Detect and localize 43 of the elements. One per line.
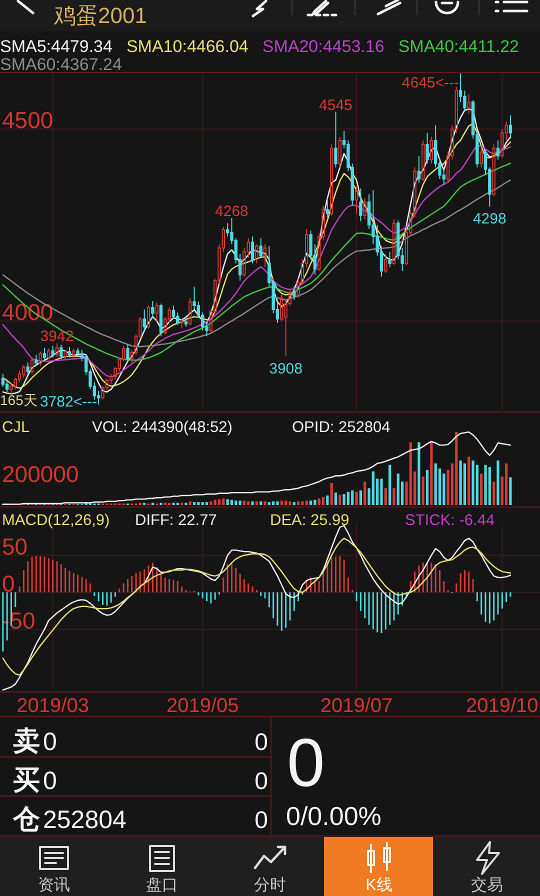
- text: 交易: [471, 876, 503, 894]
- series-label: DIFF: 22.77: [135, 512, 217, 529]
- annotation: 4298: [472, 210, 506, 228]
- text: 0/0.00%: [286, 801, 382, 831]
- annotation: 3908: [269, 360, 302, 378]
- series-label: DEA: 25.99: [270, 512, 350, 529]
- x-tick-label: 2019/10: [466, 695, 538, 717]
- text: 盘口: [146, 877, 178, 894]
- x-tick-label: 2019/07: [320, 695, 393, 717]
- text: 0: [287, 725, 325, 801]
- annotation: STICK: -6.44: [405, 512, 495, 529]
- text: 买: [13, 765, 40, 795]
- x-tick-label: 2019/05: [166, 695, 239, 717]
- x-tick-label: 2019/03: [16, 695, 89, 717]
- y-tick-label: 4500: [2, 107, 54, 134]
- text: K线: [366, 876, 392, 894]
- annotation: 4645<---: [402, 74, 460, 92]
- text: 卖: [13, 726, 40, 756]
- text: 仓: [12, 804, 40, 834]
- annotation: 3942: [40, 328, 74, 346]
- text: SMA40:4411.22: [398, 37, 519, 56]
- annotation: 165天: [0, 392, 38, 408]
- text: SMA5:4479.34: [0, 37, 112, 56]
- text: SMA20:4453.16: [262, 37, 384, 56]
- annotation: VOL: 244390(48:52): [92, 419, 232, 436]
- text: 0: [254, 729, 268, 756]
- annotation: 3782<---: [40, 394, 98, 411]
- y-tick-label: 50: [2, 533, 28, 560]
- y-tick-label: 0: [2, 570, 15, 596]
- text: 资讯: [38, 876, 70, 894]
- annotation: 4268: [215, 203, 248, 220]
- text: 分时: [254, 876, 286, 894]
- series-label: OPID: 252804: [292, 419, 391, 436]
- text: SMA10:4466.04: [126, 37, 248, 56]
- text: 0: [254, 807, 268, 834]
- chart-title: 鸡蛋2001: [53, 3, 147, 28]
- chart-title: MACD(12,26,9): [2, 512, 110, 529]
- annotation: 200000: [2, 461, 79, 487]
- annotation: 4545: [319, 96, 352, 114]
- chart-title: CJL: [2, 419, 30, 436]
- text: 252804: [43, 806, 127, 834]
- text: 0: [254, 768, 268, 795]
- text: SMA60:4367.24: [0, 55, 122, 74]
